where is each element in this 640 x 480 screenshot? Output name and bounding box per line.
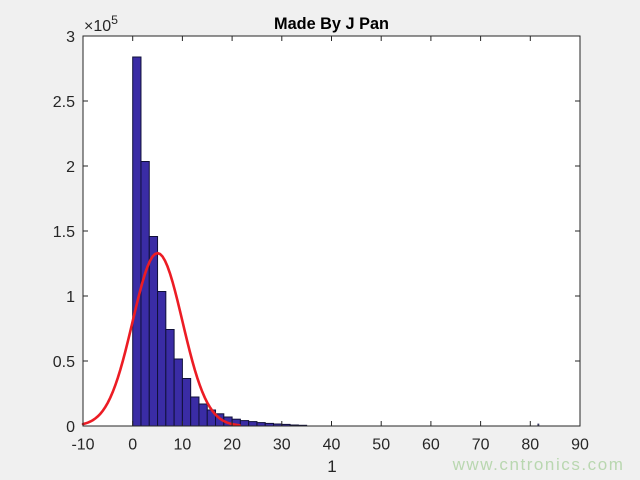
svg-text:1.5: 1.5 [53, 224, 75, 241]
svg-text:80: 80 [521, 437, 539, 454]
svg-text:0: 0 [66, 419, 75, 436]
svg-text:70: 70 [472, 437, 490, 454]
svg-text:30: 30 [273, 437, 291, 454]
svg-text:90: 90 [571, 437, 589, 454]
svg-text:50: 50 [372, 437, 390, 454]
svg-text:3: 3 [66, 29, 75, 46]
svg-text:2.5: 2.5 [53, 94, 75, 111]
svg-text:Made By J Pan: Made By J Pan [274, 15, 389, 33]
svg-text:2: 2 [66, 159, 75, 176]
svg-text:40: 40 [323, 437, 341, 454]
svg-text:1: 1 [327, 457, 336, 476]
svg-text:0.5: 0.5 [53, 354, 75, 371]
svg-text:0: 0 [128, 437, 137, 454]
svg-text:10: 10 [174, 437, 192, 454]
svg-text:60: 60 [422, 437, 440, 454]
svg-text:×105: ×105 [84, 13, 118, 35]
svg-text:1: 1 [66, 289, 75, 306]
svg-text:www.cntronics.com: www.cntronics.com [452, 455, 625, 474]
svg-text:-10: -10 [71, 437, 94, 454]
svg-text:20: 20 [223, 437, 241, 454]
